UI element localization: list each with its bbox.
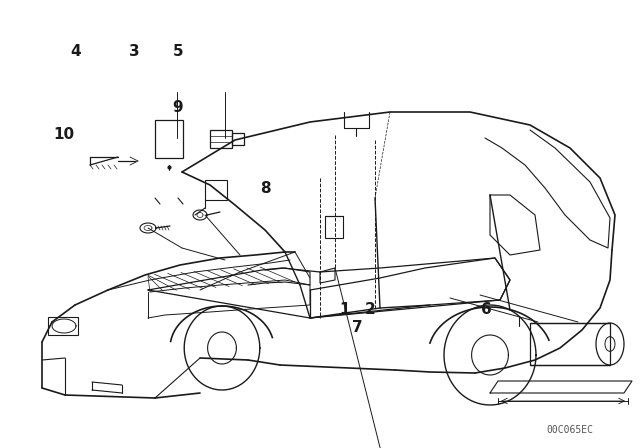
Bar [210,130,232,148]
Bar [205,180,227,200]
Text: 1: 1 [339,302,349,317]
Bar [325,216,343,238]
Text: 2: 2 [365,302,375,317]
Bar [232,133,244,145]
Text: 4: 4 [70,44,81,59]
Bar [530,323,610,365]
Text: 9: 9 [173,100,183,115]
Text: 5: 5 [173,44,183,59]
Text: 10: 10 [53,127,75,142]
Text: 00C065EC: 00C065EC [547,425,593,435]
Bar [155,120,183,158]
Text: 7: 7 [352,320,362,336]
Text: 3: 3 [129,44,140,59]
Text: 6: 6 [481,302,492,317]
Text: 8: 8 [260,181,271,196]
Bar [48,317,78,335]
